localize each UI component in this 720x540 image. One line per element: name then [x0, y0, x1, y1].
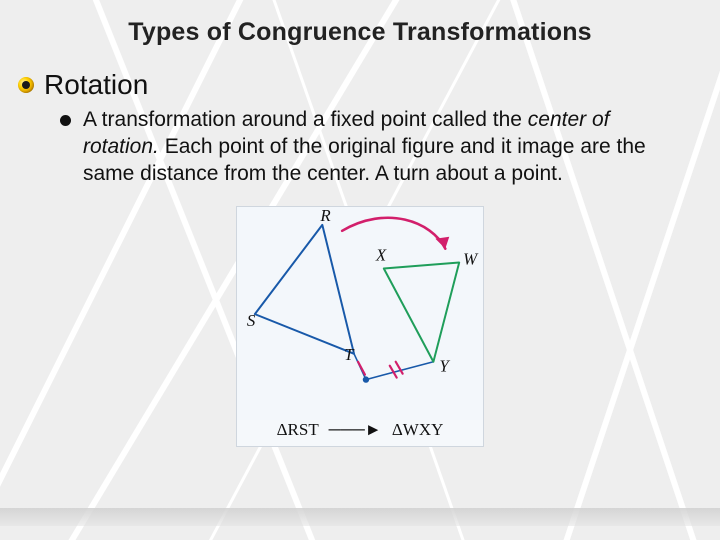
- rotation-figure: R S T W X Y ΔRST ───► ΔWXY: [236, 206, 484, 447]
- heading-row: Rotation: [18, 69, 720, 101]
- caption-rhs: ΔWXY: [392, 420, 444, 439]
- ring-bullet-icon: [18, 77, 34, 93]
- dot-bullet-icon: [60, 115, 71, 126]
- svg-text:W: W: [463, 249, 479, 268]
- body-suffix: Each point of the original figure and it…: [83, 135, 646, 185]
- body-prefix: A transformation around a fixed point ca…: [83, 108, 528, 131]
- heading-text: Rotation: [44, 69, 148, 101]
- mapping-caption: ΔRST ───► ΔWXY: [237, 420, 483, 446]
- svg-text:S: S: [247, 311, 256, 330]
- svg-text:X: X: [375, 245, 387, 264]
- caption-lhs: ΔRST: [277, 420, 319, 439]
- body-text: A transformation around a fixed point ca…: [83, 107, 680, 188]
- slide-title: Types of Congruence Transformations: [0, 0, 720, 47]
- svg-text:R: R: [319, 207, 331, 225]
- svg-text:Y: Y: [439, 356, 450, 375]
- rotation-diagram-svg: R S T W X Y: [237, 207, 483, 420]
- body-row: A transformation around a fixed point ca…: [60, 107, 680, 188]
- long-arrow-icon: ───►: [323, 420, 388, 439]
- slide: Types of Congruence Transformations Rota…: [0, 0, 720, 540]
- svg-text:T: T: [344, 344, 355, 363]
